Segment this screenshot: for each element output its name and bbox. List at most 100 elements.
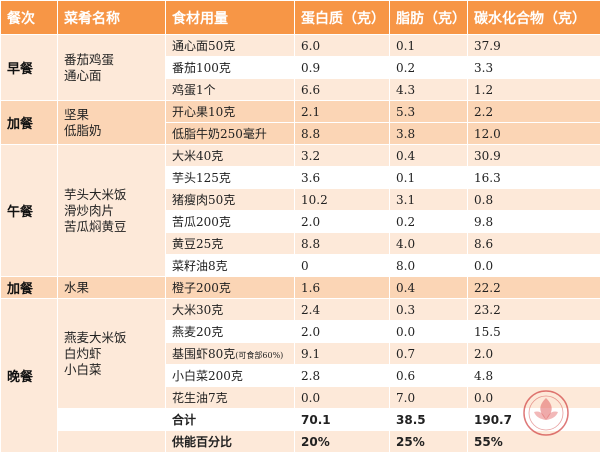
table-row: 猪瘦肉50克 10.2 3.1 0.8 bbox=[1, 188, 600, 211]
table-row: 基围虾80克(可食部60%) 9.1 0.7 2.0 bbox=[1, 342, 600, 365]
fat-cell: 0.2 bbox=[389, 56, 468, 79]
table-row: 芋头125克 3.6 0.1 16.3 bbox=[1, 166, 600, 189]
dish-breakfast: 番茄鸡蛋 通心面 bbox=[57, 34, 166, 101]
protein-cell: 6.0 bbox=[294, 34, 390, 57]
fat-cell: 3.1 bbox=[389, 188, 468, 211]
dish-snack-2: 水果 bbox=[57, 276, 166, 299]
header-carb: 碳水化合物（克） bbox=[467, 0, 600, 35]
meal-snack-1: 加餐 bbox=[0, 100, 58, 145]
dish-line: 坚果 bbox=[64, 106, 90, 122]
dish-line: 番茄鸡蛋 bbox=[64, 51, 115, 67]
carb-cell: 0.0 bbox=[467, 254, 600, 277]
protein-cell: 8.8 bbox=[294, 122, 390, 145]
fat-cell: 0.7 bbox=[389, 342, 468, 365]
carb-cell: 22.2 bbox=[467, 276, 600, 299]
ingredient-cell: 橙子200克 bbox=[165, 276, 295, 299]
header-fat: 脂肪（克） bbox=[389, 0, 468, 35]
carb-cell: 4.8 bbox=[467, 364, 600, 387]
fat-cell: 4.0 bbox=[389, 232, 468, 255]
fat-cell: 0.1 bbox=[389, 166, 468, 189]
ratio-carb: 55% bbox=[467, 430, 600, 453]
fat-cell: 0.0 bbox=[389, 320, 468, 343]
ratio-spacer bbox=[57, 430, 166, 453]
ingredient-cell: 鸡蛋1个 bbox=[165, 78, 295, 101]
ingredient-note: (可食部60%) bbox=[235, 351, 284, 360]
protein-cell: 6.6 bbox=[294, 78, 390, 101]
carb-cell: 3.3 bbox=[467, 56, 600, 79]
carb-cell: 8.6 bbox=[467, 232, 600, 255]
table-row: 苦瓜200克 2.0 0.2 9.8 bbox=[1, 210, 600, 233]
header-dish: 菜肴名称 bbox=[57, 0, 166, 35]
ingredient-cell: 大米40克 bbox=[165, 144, 295, 167]
protein-cell: 0.0 bbox=[294, 386, 390, 409]
dish-line: 水果 bbox=[64, 279, 90, 295]
dish-line: 滑炒肉片 bbox=[64, 202, 115, 218]
header-ingredient: 食材用量 bbox=[165, 0, 295, 35]
ingredient-cell: 大米30克 bbox=[165, 298, 295, 321]
protein-cell: 8.8 bbox=[294, 232, 390, 255]
table-row: 小白菜200克 2.8 0.6 4.8 bbox=[1, 364, 600, 387]
carb-cell: 9.8 bbox=[467, 210, 600, 233]
fat-cell: 0.4 bbox=[389, 276, 468, 299]
header-meal: 餐次 bbox=[0, 0, 58, 35]
ingredient-cell: 低脂牛奶250毫升 bbox=[165, 122, 295, 145]
ingredient-cell: 芋头125克 bbox=[165, 166, 295, 189]
protein-cell: 9.1 bbox=[294, 342, 390, 365]
ingredient-name: 基围虾80克 bbox=[172, 347, 236, 361]
protein-cell: 3.2 bbox=[294, 144, 390, 167]
ratio-fat: 25% bbox=[389, 430, 468, 453]
fat-cell: 7.0 bbox=[389, 386, 468, 409]
dish-line: 通心面 bbox=[64, 67, 102, 83]
ratio-label: 供能百分比 bbox=[165, 430, 295, 453]
carb-cell: 37.9 bbox=[467, 34, 600, 57]
protein-cell: 3.6 bbox=[294, 166, 390, 189]
carb-cell: 16.3 bbox=[467, 166, 600, 189]
fat-cell: 0.1 bbox=[389, 34, 468, 57]
ingredient-cell: 猪瘦肉50克 bbox=[165, 188, 295, 211]
protein-cell: 2.4 bbox=[294, 298, 390, 321]
table-row: 燕麦20克 2.0 0.0 15.5 bbox=[1, 320, 600, 343]
total-fat: 38.5 bbox=[389, 408, 468, 431]
ingredient-cell: 苦瓜200克 bbox=[165, 210, 295, 233]
protein-cell: 1.6 bbox=[294, 276, 390, 299]
meal-breakfast: 早餐 bbox=[0, 34, 58, 101]
carb-cell: 0.0 bbox=[467, 386, 600, 409]
dish-line: 芋头大米饭 bbox=[64, 186, 127, 202]
carb-cell: 23.2 bbox=[467, 298, 600, 321]
dish-lunch: 芋头大米饭 滑炒肉片 苦瓜焖黄豆 bbox=[57, 144, 166, 277]
fat-cell: 8.0 bbox=[389, 254, 468, 277]
carb-cell: 2.2 bbox=[467, 100, 600, 123]
seal-stamp-logo bbox=[523, 390, 569, 436]
fat-cell: 5.3 bbox=[389, 100, 468, 123]
fat-cell: 0.6 bbox=[389, 364, 468, 387]
table-row: 晚餐 燕麦大米饭 白灼虾 小白菜 大米30克 2.4 0.3 23.2 bbox=[0, 298, 600, 453]
table-row: 加餐 坚果 低脂奶 开心果10克 2.1 5.3 2.2 bbox=[0, 100, 600, 145]
fat-cell: 0.2 bbox=[389, 210, 468, 233]
dish-line: 燕麦大米饭 bbox=[64, 329, 127, 345]
ingredient-cell: 小白菜200克 bbox=[165, 364, 295, 387]
meal-lunch: 午餐 bbox=[0, 144, 58, 277]
carb-cell: 30.9 bbox=[467, 144, 600, 167]
carb-cell: 2.0 bbox=[467, 342, 600, 365]
dish-line: 白灼虾 bbox=[64, 345, 102, 361]
table-row: 黄豆25克 8.8 4.0 8.6 bbox=[1, 232, 600, 255]
protein-cell: 2.0 bbox=[294, 320, 390, 343]
dish-line: 小白菜 bbox=[64, 361, 102, 377]
ratio-protein: 20% bbox=[294, 430, 390, 453]
protein-cell: 0.9 bbox=[294, 56, 390, 79]
dish-line: 低脂奶 bbox=[64, 122, 102, 138]
total-spacer bbox=[57, 408, 166, 431]
header-protein: 蛋白质（克） bbox=[294, 0, 390, 35]
protein-cell: 0 bbox=[294, 254, 390, 277]
ratio-row: 供能百分比 20% 25% 55% bbox=[1, 430, 600, 453]
carb-cell: 0.8 bbox=[467, 188, 600, 211]
protein-cell: 10.2 bbox=[294, 188, 390, 211]
meal-snack-2: 加餐 bbox=[0, 276, 58, 299]
carb-cell: 15.5 bbox=[467, 320, 600, 343]
ingredient-cell: 基围虾80克(可食部60%) bbox=[165, 342, 295, 365]
ingredient-cell: 花生油7克 bbox=[165, 386, 295, 409]
table-row: 花生油7克 0.0 7.0 0.0 bbox=[1, 386, 600, 409]
ingredient-cell: 菜籽油8克 bbox=[165, 254, 295, 277]
ingredient-cell: 开心果10克 bbox=[165, 100, 295, 123]
